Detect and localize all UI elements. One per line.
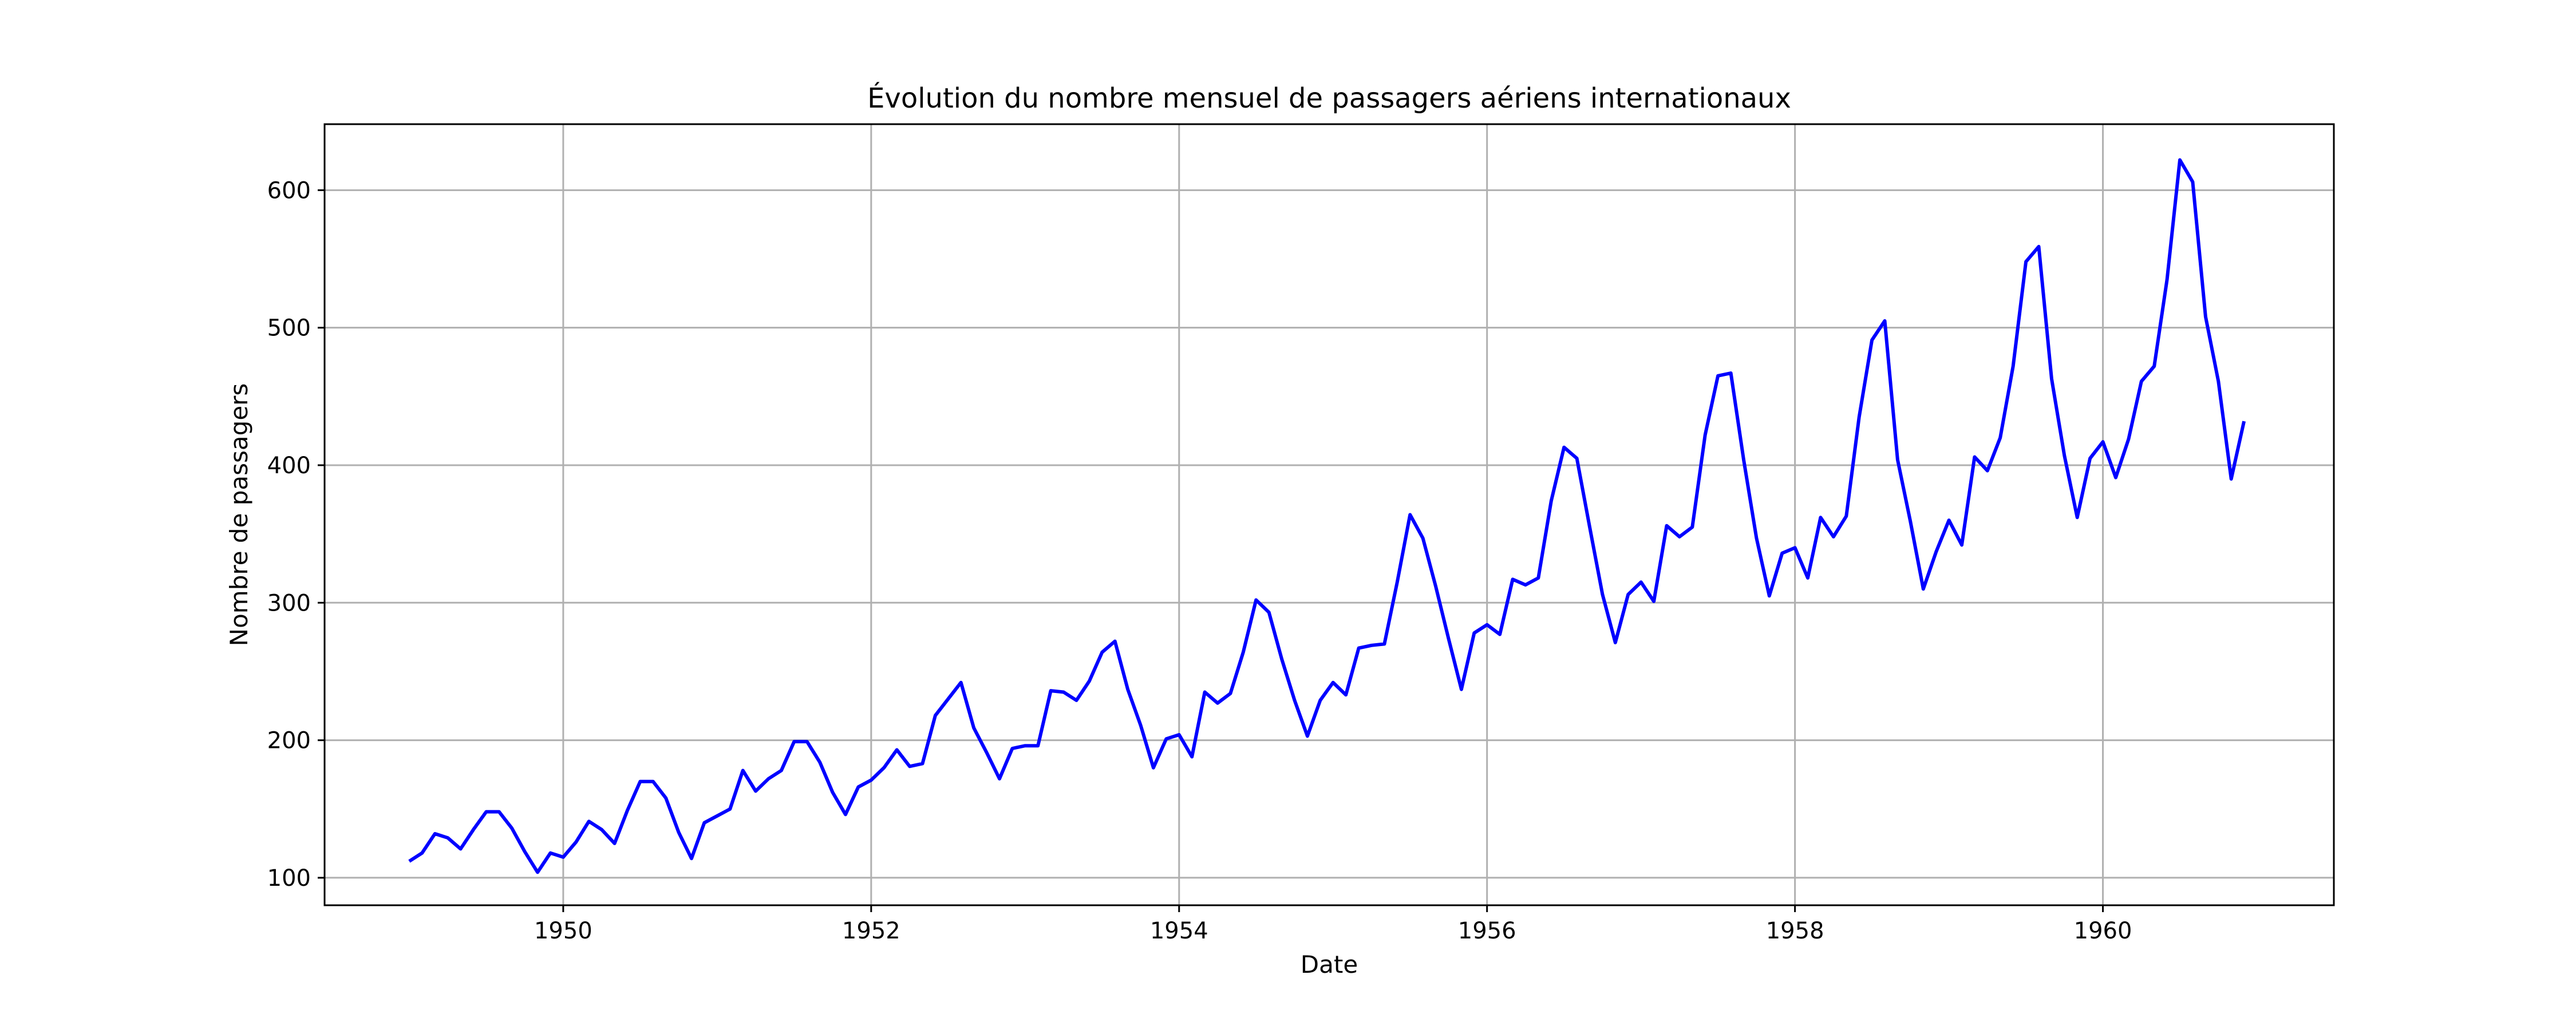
x-tick-label: 1950	[534, 918, 592, 944]
x-tick-label: 1952	[842, 918, 900, 944]
x-tick-label: 1958	[1766, 918, 1824, 944]
y-tick-label: 300	[267, 590, 311, 616]
x-tick-label: 1960	[2074, 918, 2132, 944]
y-tick-label: 200	[267, 728, 311, 754]
x-tick-label: 1954	[1150, 918, 1208, 944]
series-line-passagers	[408, 158, 2246, 874]
series-group	[408, 158, 2246, 874]
y-tick-label: 400	[267, 453, 311, 479]
y-tick-label: 100	[267, 865, 311, 892]
y-tick-label: 600	[267, 177, 311, 204]
x-axis-label: Date	[1301, 950, 1358, 978]
grid-lines	[325, 124, 2334, 905]
x-tick-label: 1956	[1458, 918, 1516, 944]
y-tick-label: 500	[267, 315, 311, 342]
y-axis-label: Nombre de passagers	[225, 383, 253, 647]
plot-frame	[323, 123, 2335, 906]
chart-title: Évolution du nombre mensuel de passagers…	[867, 82, 1791, 114]
y-axis-ticks: 100 200 300 400 500 600	[267, 177, 325, 892]
x-axis-ticks: 1950 1952 1954 1956 1958 1960	[534, 905, 2132, 944]
